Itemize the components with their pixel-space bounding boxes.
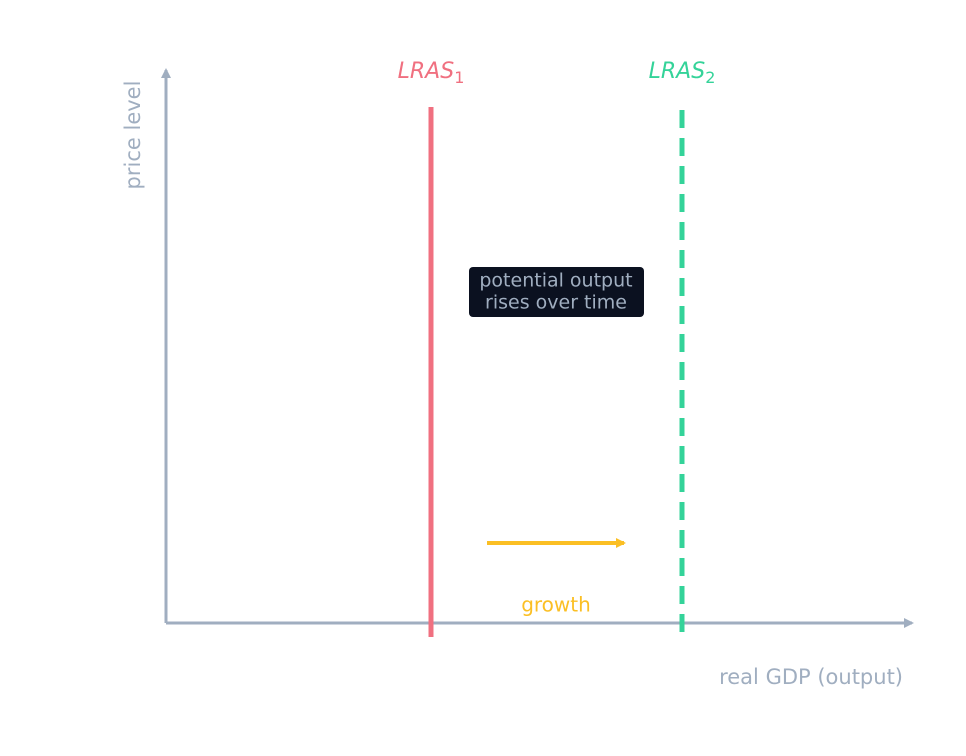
x-axis-label: real GDP (output) [719, 665, 903, 689]
curve-subscript: 1 [454, 68, 464, 87]
curve-name: LRAS [398, 59, 455, 84]
annotation-box [469, 267, 644, 317]
annotation-text: rises over time [485, 292, 627, 314]
annotation-text: potential output [479, 270, 632, 292]
lras1-label: LRAS1 [398, 59, 465, 87]
curve-subscript: 2 [705, 68, 715, 87]
y-axis-label: price level [121, 81, 145, 190]
lras2-label: LRAS2 [649, 59, 716, 87]
growth-label: growth [521, 593, 591, 617]
curve-name: LRAS [649, 59, 706, 84]
